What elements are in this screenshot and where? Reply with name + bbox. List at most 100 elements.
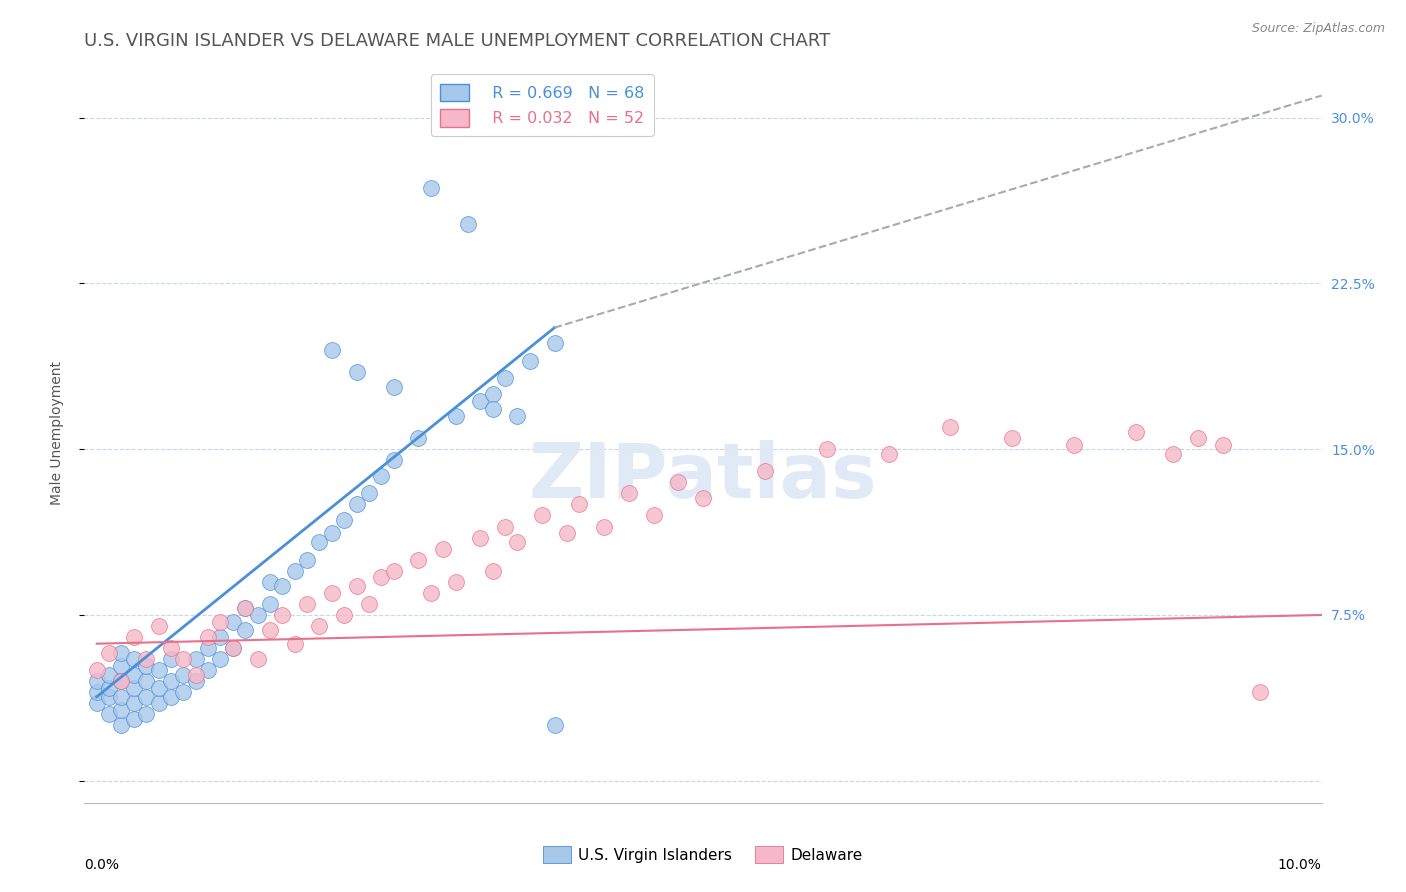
Point xyxy=(444,409,467,423)
Point xyxy=(321,526,343,541)
Point xyxy=(259,597,281,611)
Point xyxy=(357,486,380,500)
Text: U.S. VIRGIN ISLANDER VS DELAWARE MALE UNEMPLOYMENT CORRELATION CHART: U.S. VIRGIN ISLANDER VS DELAWARE MALE UN… xyxy=(84,32,831,50)
Point xyxy=(110,674,132,689)
Point xyxy=(209,652,232,666)
Point xyxy=(197,663,219,677)
Point xyxy=(593,519,616,533)
Legend: U.S. Virgin Islanders, Delaware: U.S. Virgin Islanders, Delaware xyxy=(537,840,869,869)
Point xyxy=(160,652,183,666)
Point xyxy=(135,707,157,722)
Point xyxy=(357,597,380,611)
Point xyxy=(295,552,318,566)
Point xyxy=(122,712,145,726)
Point xyxy=(666,475,689,490)
Point xyxy=(555,526,578,541)
Text: ZIPatlas: ZIPatlas xyxy=(529,440,877,514)
Point xyxy=(308,535,330,549)
Point xyxy=(481,402,503,417)
Point xyxy=(321,343,343,357)
Point xyxy=(1001,431,1024,445)
Point xyxy=(419,586,441,600)
Point xyxy=(815,442,838,457)
Point xyxy=(197,630,219,644)
Point xyxy=(519,353,541,368)
Point xyxy=(481,387,503,401)
Point xyxy=(222,615,245,629)
Point xyxy=(222,641,245,656)
Point xyxy=(643,508,665,523)
Point xyxy=(122,667,145,681)
Point xyxy=(184,652,207,666)
Point xyxy=(122,697,145,711)
Point xyxy=(346,498,368,512)
Point xyxy=(122,681,145,695)
Point xyxy=(110,646,132,660)
Point xyxy=(494,519,516,533)
Point xyxy=(1187,431,1209,445)
Point xyxy=(172,652,194,666)
Point xyxy=(197,641,219,656)
Point xyxy=(122,630,145,644)
Point xyxy=(370,570,392,584)
Text: 0.0%: 0.0% xyxy=(84,858,120,872)
Point xyxy=(432,541,454,556)
Point xyxy=(148,681,170,695)
Point xyxy=(408,431,430,445)
Text: 10.0%: 10.0% xyxy=(1278,858,1322,872)
Point xyxy=(172,667,194,681)
Point xyxy=(346,579,368,593)
Point xyxy=(321,586,343,600)
Point xyxy=(86,685,108,699)
Point xyxy=(135,690,157,704)
Point xyxy=(617,486,640,500)
Point xyxy=(939,420,962,434)
Point xyxy=(382,380,405,394)
Point xyxy=(233,601,256,615)
Point xyxy=(233,601,256,615)
Point xyxy=(1249,685,1271,699)
Point xyxy=(110,703,132,717)
Point xyxy=(98,707,121,722)
Point xyxy=(506,409,529,423)
Point xyxy=(209,630,232,644)
Point xyxy=(160,674,183,689)
Point xyxy=(494,371,516,385)
Point xyxy=(246,652,269,666)
Point xyxy=(98,690,121,704)
Point xyxy=(246,607,269,622)
Point xyxy=(110,718,132,732)
Point xyxy=(333,513,356,527)
Point xyxy=(543,336,565,351)
Point xyxy=(754,464,776,478)
Point xyxy=(568,498,591,512)
Point xyxy=(98,681,121,695)
Point xyxy=(98,667,121,681)
Point xyxy=(333,607,356,622)
Point xyxy=(160,690,183,704)
Point xyxy=(110,690,132,704)
Point xyxy=(346,365,368,379)
Point xyxy=(543,718,565,732)
Point xyxy=(271,579,294,593)
Point xyxy=(86,697,108,711)
Point xyxy=(135,652,157,666)
Point xyxy=(122,652,145,666)
Point xyxy=(692,491,714,505)
Point xyxy=(470,531,492,545)
Point xyxy=(86,663,108,677)
Point xyxy=(506,535,529,549)
Point xyxy=(271,607,294,622)
Point xyxy=(259,624,281,638)
Point xyxy=(295,597,318,611)
Point xyxy=(98,646,121,660)
Point xyxy=(419,181,441,195)
Point xyxy=(135,674,157,689)
Point xyxy=(86,674,108,689)
Point xyxy=(284,564,307,578)
Point xyxy=(148,619,170,633)
Point xyxy=(110,674,132,689)
Point xyxy=(148,663,170,677)
Point xyxy=(233,624,256,638)
Point xyxy=(1063,438,1085,452)
